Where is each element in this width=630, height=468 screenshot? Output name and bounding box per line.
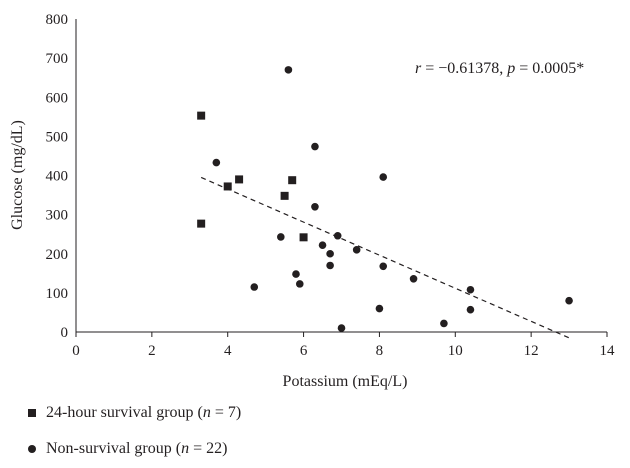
- data-points: [197, 66, 573, 332]
- x-tick-label: 0: [72, 343, 80, 359]
- x-tick-label: 8: [376, 343, 384, 359]
- y-tick-label: 800: [46, 12, 69, 28]
- point-survival: [288, 176, 297, 185]
- p-symbol: p: [506, 60, 515, 77]
- y-tick-label: 100: [46, 286, 69, 302]
- point-non-survival: [337, 324, 346, 332]
- point-non-survival: [311, 142, 319, 151]
- point-survival: [280, 191, 289, 200]
- point-non-survival: [326, 249, 334, 258]
- x-tick-label: 10: [448, 343, 463, 359]
- y-tick-label: 300: [46, 208, 69, 224]
- x-tick-label: 4: [224, 343, 232, 359]
- point-non-survival: [292, 270, 300, 278]
- x-tick-label: 6: [300, 343, 308, 359]
- x-axis-title: Potassium (mEq/L): [283, 373, 408, 390]
- p-value: = 0.0005*: [515, 60, 584, 77]
- circle-marker-icon: [28, 445, 36, 454]
- legend-entry-survival: 24-hour survival group (n = 7): [28, 404, 241, 422]
- trendline-group: [200, 176, 570, 339]
- point-non-survival: [352, 246, 361, 254]
- point-non-survival: [212, 158, 221, 167]
- x-tick-label: 2: [148, 343, 156, 359]
- y-tick-label: 600: [46, 90, 69, 106]
- legend-n-survival: n: [202, 404, 211, 421]
- point-non-survival: [318, 241, 327, 249]
- point-survival: [197, 111, 206, 120]
- point-non-survival: [466, 285, 475, 294]
- x-tick-label: 12: [524, 343, 539, 359]
- x-tick-label: 14: [600, 343, 616, 359]
- square-marker-icon: [28, 409, 36, 418]
- point-non-survival: [379, 262, 388, 271]
- y-tick-label: 700: [46, 51, 69, 67]
- point-non-survival: [333, 231, 342, 240]
- point-non-survival: [375, 304, 384, 313]
- legend-count-non-survival: = 22): [189, 440, 228, 457]
- point-non-survival: [409, 274, 418, 283]
- point-non-survival: [311, 203, 319, 211]
- point-non-survival: [295, 280, 304, 288]
- point-non-survival: [326, 261, 334, 270]
- r-symbol: r: [415, 60, 422, 77]
- point-survival: [223, 182, 232, 191]
- legend-count-survival: = 7): [210, 404, 242, 421]
- point-non-survival: [250, 283, 259, 291]
- y-tick-label: 400: [46, 169, 69, 185]
- y-tick-label: 200: [46, 247, 69, 263]
- point-non-survival: [284, 66, 293, 74]
- point-non-survival: [565, 296, 573, 305]
- point-survival: [299, 233, 308, 242]
- legend-label-non-survival: Non-survival group (: [46, 440, 182, 457]
- y-tick-label: 0: [61, 325, 69, 341]
- point-non-survival: [466, 305, 475, 314]
- legend-label-survival: 24-hour survival group (: [46, 404, 203, 421]
- point-non-survival: [379, 173, 388, 181]
- tick-labels: 0 100 200 300 400 500 600 700 800 0 2 4 6 8 10 12 14: [46, 12, 616, 359]
- y-axis-title: Glucose (mg/dL): [9, 120, 26, 230]
- y-tick-label: 500: [46, 129, 69, 145]
- legend-n-non-survival: n: [181, 440, 190, 457]
- point-survival: [235, 175, 244, 184]
- point-non-survival: [440, 319, 448, 328]
- scatter-chart: 0 100 200 300 400 500 600 700 800 0 2 4 6 8 10 12 14 Glu…: [9, 12, 616, 390]
- correlation-annotation: r = −0.61378, p = 0.0005*: [415, 60, 584, 77]
- point-survival: [197, 219, 206, 228]
- legend-entry-non-survival: Non-survival group (n = 22): [28, 440, 227, 458]
- point-non-survival: [277, 233, 285, 241]
- x-axis: [75, 331, 608, 337]
- r-value: = −0.61378,: [421, 60, 507, 77]
- trendline: [200, 176, 570, 339]
